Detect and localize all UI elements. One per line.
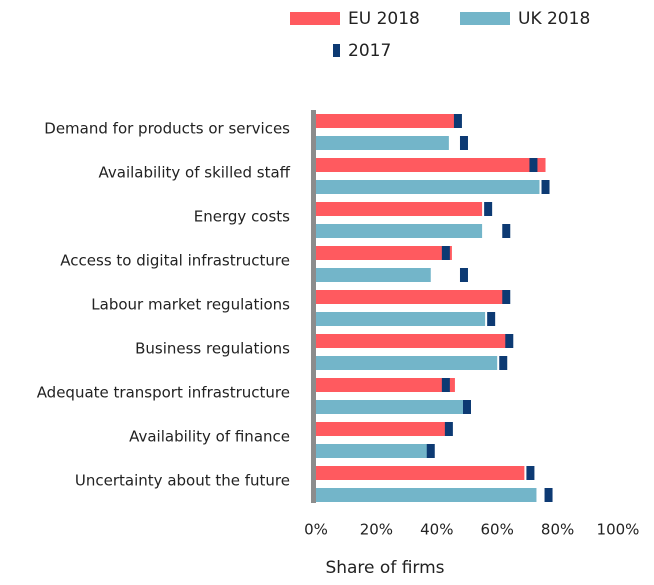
x-tick-label: 60%: [481, 521, 514, 539]
legend-label: EU 2018: [348, 9, 420, 29]
x-tick-label: 20%: [360, 521, 393, 539]
legend-swatch: [290, 12, 340, 25]
legend-label: 2017: [348, 41, 391, 61]
marker-2017: [441, 378, 450, 392]
bar: [316, 378, 455, 392]
marker-2017: [502, 290, 511, 304]
marker-2017: [484, 202, 493, 216]
marker-2017: [529, 158, 538, 172]
marker-2017: [444, 422, 453, 436]
legend-swatch: [460, 12, 510, 25]
bar: [316, 444, 428, 458]
bar: [316, 114, 455, 128]
bar: [316, 202, 483, 216]
marker-2017: [487, 312, 496, 326]
bar: [316, 312, 486, 326]
y-tick-label: Adequate transport infrastructure: [37, 384, 290, 402]
bar: [316, 290, 504, 304]
bar: [316, 268, 431, 282]
marker-2017: [426, 444, 435, 458]
marker-2017: [453, 114, 462, 128]
bar: [316, 180, 540, 194]
x-axis-title: Share of firms: [325, 558, 444, 578]
y-tick-label: Access to digital infrastructure: [60, 252, 290, 270]
marker-2017: [526, 466, 535, 480]
marker-2017: [499, 356, 508, 370]
bar: [316, 158, 546, 172]
x-tick-label: 40%: [420, 521, 453, 539]
x-tick-label: 100%: [597, 521, 640, 539]
y-tick-label: Labour market regulations: [91, 296, 290, 314]
bar: [316, 334, 507, 348]
marker-2017: [544, 488, 553, 502]
y-tick-label: Availability of skilled staff: [99, 164, 291, 182]
legend-label: UK 2018: [518, 9, 590, 29]
marker-2017: [505, 334, 514, 348]
legend-swatch: [333, 44, 340, 57]
bar: [316, 466, 525, 480]
bar: [316, 488, 537, 502]
marker-2017: [502, 224, 511, 238]
x-tick-label: 0%: [304, 521, 328, 539]
bar: [316, 224, 483, 238]
y-tick-label: Availability of finance: [129, 428, 290, 446]
y-axis: [311, 110, 316, 503]
y-tick-label: Energy costs: [194, 208, 290, 226]
x-tick-label: 80%: [541, 521, 574, 539]
marker-2017: [441, 246, 450, 260]
marker-2017: [541, 180, 550, 194]
bar: [316, 136, 449, 150]
bar: [316, 246, 452, 260]
marker-2017: [459, 268, 468, 282]
bar: [316, 422, 446, 436]
y-tick-label: Business regulations: [135, 340, 290, 358]
y-tick-label: Uncertainty about the future: [75, 472, 290, 490]
bar: [316, 356, 498, 370]
marker-2017: [463, 400, 471, 414]
y-tick-label: Demand for products or services: [44, 120, 290, 138]
bar: [316, 400, 464, 414]
marker-2017: [459, 136, 468, 150]
